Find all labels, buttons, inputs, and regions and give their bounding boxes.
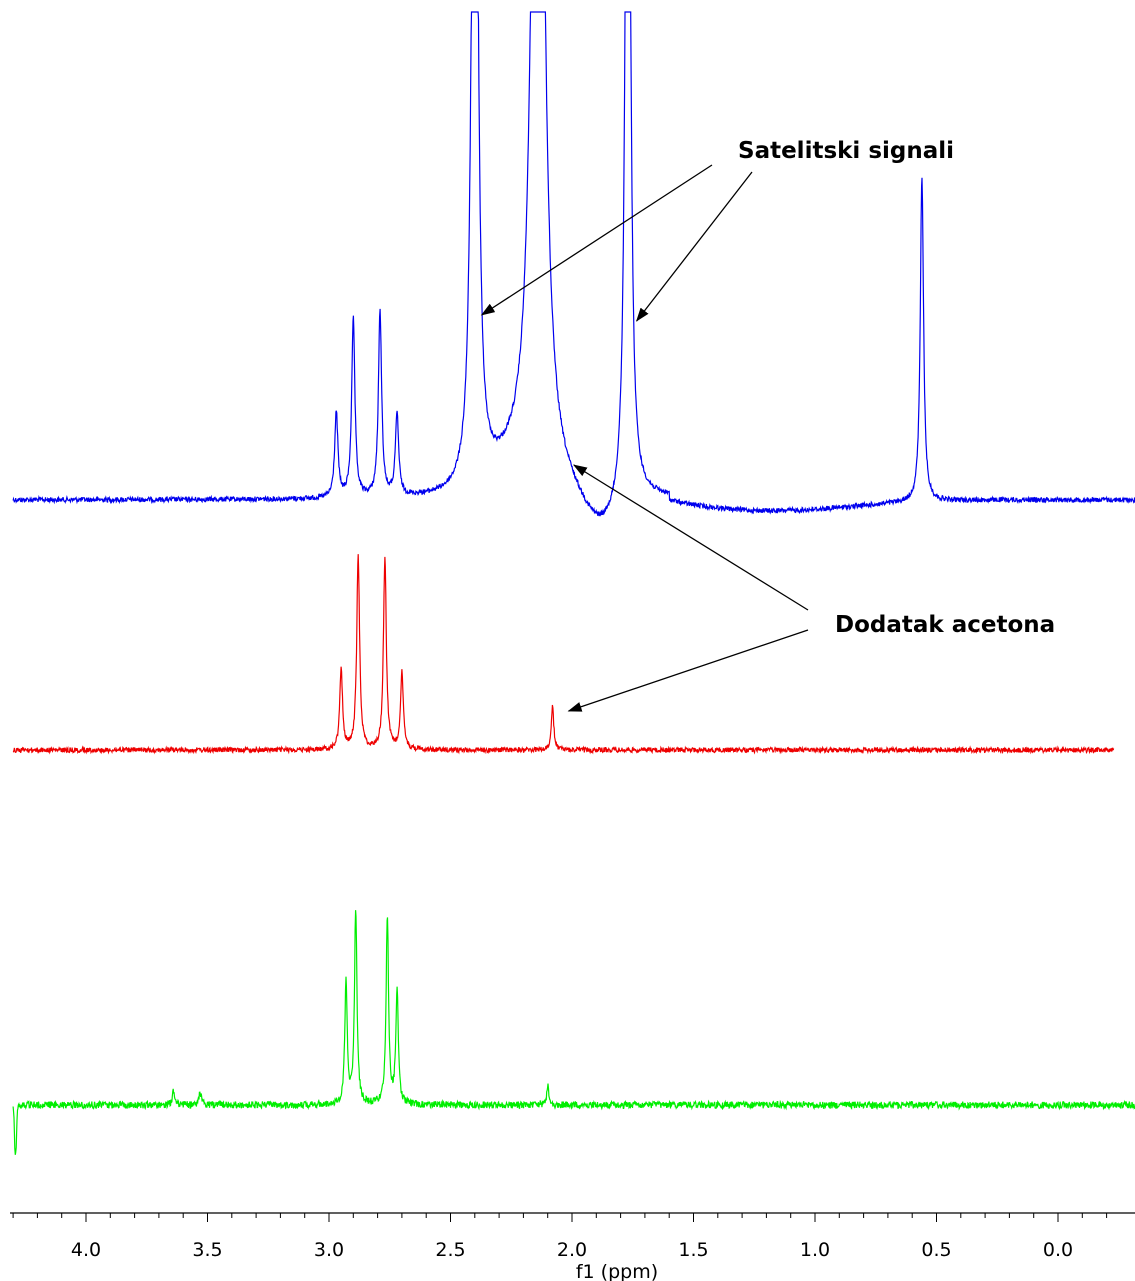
annotation-arrow-1: [480, 164, 713, 316]
annotation-arrow-4: [567, 629, 809, 712]
x-tick-label: 1.5: [678, 1239, 708, 1261]
annotation-arrow-3: [573, 464, 809, 611]
spectrum-trace-2: [12, 554, 1115, 755]
x-tick-label: 3.5: [192, 1239, 222, 1261]
x-tick-label: 1.0: [800, 1239, 830, 1261]
annotation-arrows: [480, 164, 809, 712]
x-axis: 4.0 3.5 3.0 2.5 2.0 1.5 1.0 0.5 0.0: [10, 1212, 1135, 1261]
x-tick-label: 0.0: [1043, 1239, 1073, 1261]
x-tick-label: 3.0: [314, 1239, 344, 1261]
spectrum-traces: [12, 11, 1135, 1155]
spectrum-trace-3: [12, 910, 1135, 1155]
spectrum-trace-1: [12, 11, 1135, 517]
annotation-satellite-signals: Satelitski signali: [738, 138, 954, 164]
x-tick-label: 2.5: [435, 1239, 465, 1261]
x-tick-label: 2.0: [557, 1239, 587, 1261]
annotation-arrow-2: [635, 171, 753, 322]
annotation-acetone-addition: Dodatak acetona: [835, 612, 1055, 638]
x-tick-label: 0.5: [921, 1239, 951, 1261]
x-tick-label: 4.0: [71, 1239, 101, 1261]
x-axis-title: f1 (ppm): [576, 1261, 658, 1281]
